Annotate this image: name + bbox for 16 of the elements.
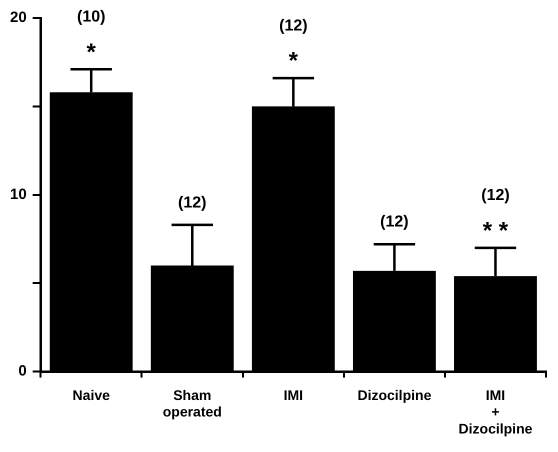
x-tick-label: IMI [284,386,304,403]
y-tick-label: 0 [18,362,27,380]
annotation: * [86,38,97,66]
annotation: (12) [380,214,409,231]
annotation: * [288,48,299,75]
annotation: (12) [178,194,207,212]
annotation: * * [482,217,509,244]
y-tick-label: 10 [10,186,27,203]
x-tick-label: IMI + Dizocilpine [458,386,533,436]
x-tick-label: Dizocilpine [357,386,432,403]
x-tick-label: Sham operated [162,386,222,420]
annotation: (12) [279,18,308,35]
x-tick-label: Naive [72,386,110,403]
annotation: (12) [481,187,510,204]
annotation: (10) [76,8,106,26]
y-tick-label: 20 [10,9,27,26]
